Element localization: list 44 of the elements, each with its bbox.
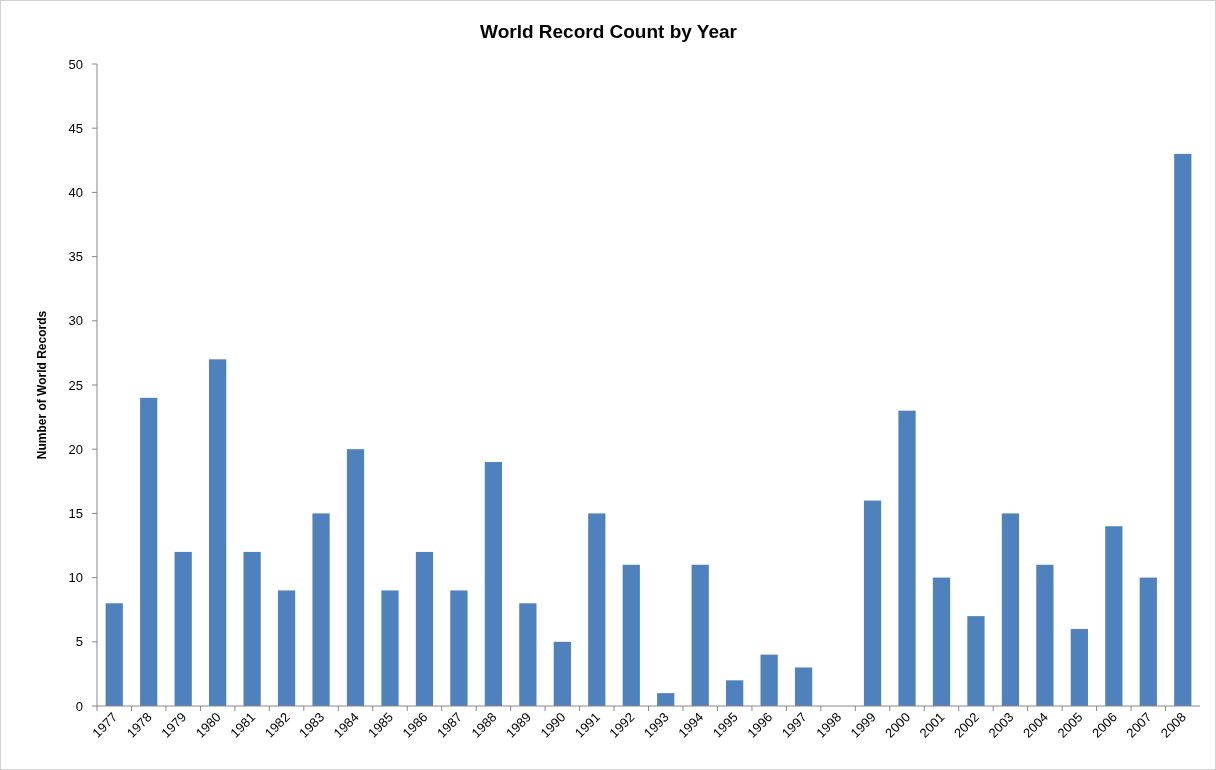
y-tick-label: 40 — [68, 184, 83, 200]
y-tick-label: 20 — [68, 441, 83, 457]
bar — [760, 654, 778, 706]
y-axis-title: Number of World Records — [35, 310, 49, 460]
bar — [105, 603, 123, 706]
y-tick-label: 30 — [68, 313, 83, 329]
bar — [415, 551, 434, 706]
bar — [1036, 564, 1054, 706]
bar — [863, 500, 882, 706]
bar — [450, 590, 468, 706]
bar — [588, 513, 606, 706]
bar — [967, 616, 985, 706]
y-tick-label: 10 — [68, 570, 83, 586]
bar — [312, 513, 330, 706]
bar — [519, 603, 537, 706]
bar — [932, 577, 951, 706]
bar — [553, 641, 571, 706]
y-tick-label: 35 — [68, 249, 83, 265]
bar — [243, 551, 261, 706]
bar — [622, 564, 640, 706]
y-tick-label: 25 — [68, 377, 83, 393]
bar — [484, 462, 503, 706]
y-tick-label: 50 — [68, 56, 83, 72]
bar — [209, 359, 227, 706]
y-tick-label: 45 — [68, 120, 83, 136]
bar — [174, 551, 192, 706]
bar — [277, 590, 296, 706]
y-tick-label: 5 — [75, 634, 83, 650]
bar — [1139, 577, 1157, 706]
bar — [898, 410, 916, 706]
bar — [691, 564, 709, 706]
bar — [1174, 153, 1192, 706]
chart-title: World Record Count by Year — [480, 21, 738, 42]
y-tick-label: 15 — [68, 505, 83, 521]
bar — [794, 667, 813, 706]
bar — [1070, 628, 1088, 706]
y-tick-label: 0 — [75, 698, 83, 714]
bar — [1105, 526, 1123, 706]
bar — [726, 680, 744, 706]
bar — [346, 449, 365, 706]
bar — [657, 693, 675, 706]
bar — [1001, 513, 1020, 706]
bar — [381, 590, 399, 706]
bar — [140, 397, 158, 706]
